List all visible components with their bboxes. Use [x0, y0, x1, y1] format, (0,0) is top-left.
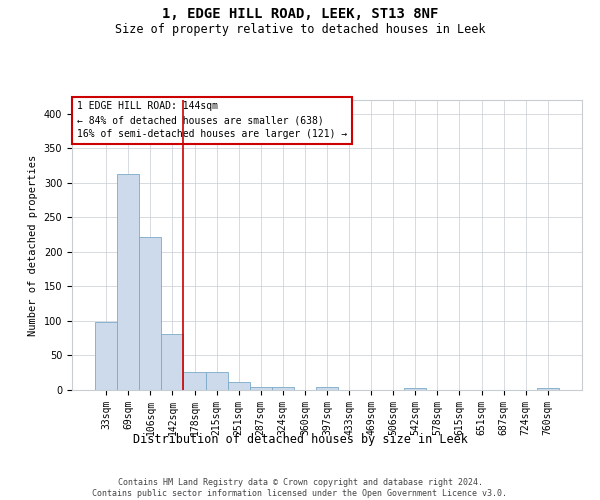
- Bar: [272, 387, 294, 390]
- Bar: [184, 372, 206, 390]
- Text: 1 EDGE HILL ROAD: 144sqm
← 84% of detached houses are smaller (638)
16% of semi-: 1 EDGE HILL ROAD: 144sqm ← 84% of detach…: [77, 102, 347, 140]
- Y-axis label: Number of detached properties: Number of detached properties: [28, 154, 38, 336]
- Text: 1, EDGE HILL ROAD, LEEK, ST13 8NF: 1, EDGE HILL ROAD, LEEK, ST13 8NF: [162, 8, 438, 22]
- Bar: [250, 386, 272, 390]
- Bar: [537, 388, 559, 390]
- Text: Distribution of detached houses by size in Leek: Distribution of detached houses by size …: [133, 432, 467, 446]
- Bar: [117, 174, 139, 390]
- Text: Size of property relative to detached houses in Leek: Size of property relative to detached ho…: [115, 22, 485, 36]
- Bar: [316, 386, 338, 390]
- Bar: [227, 382, 250, 390]
- Bar: [404, 388, 427, 390]
- Bar: [206, 372, 227, 390]
- Bar: [161, 334, 184, 390]
- Bar: [95, 322, 117, 390]
- Text: Contains HM Land Registry data © Crown copyright and database right 2024.
Contai: Contains HM Land Registry data © Crown c…: [92, 478, 508, 498]
- Bar: [139, 236, 161, 390]
